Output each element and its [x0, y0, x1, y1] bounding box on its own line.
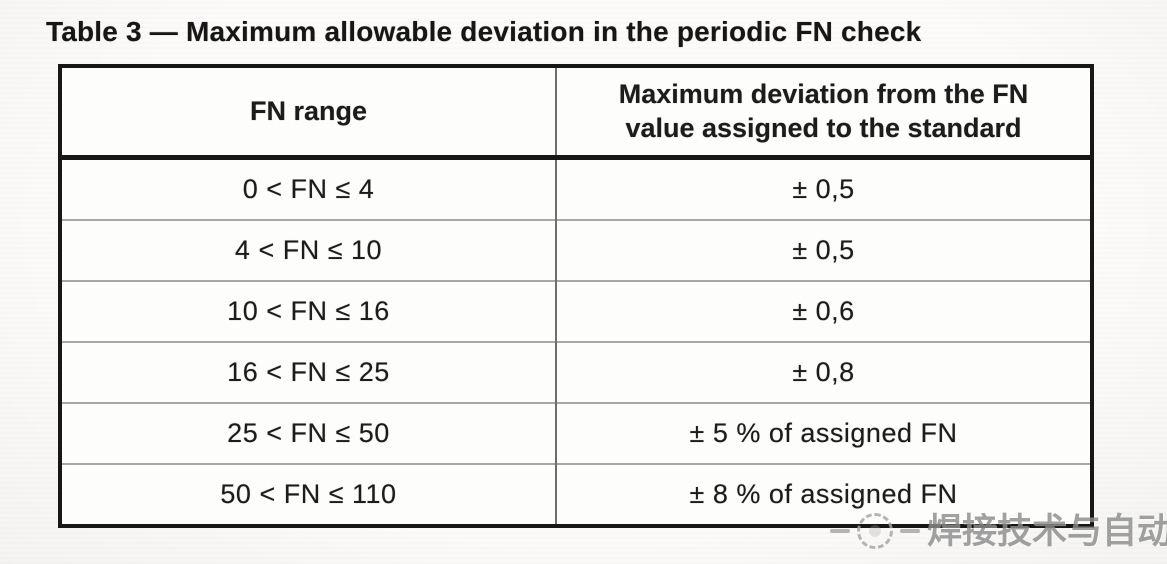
deviation-cell: ± 0,8: [555, 341, 1092, 403]
fn-range-cell: 50 < FN ≤ 110: [60, 463, 556, 526]
table-row: 4 < FN ≤ 10 ± 0,5: [60, 219, 1092, 281]
fn-range-cell: 16 < FN ≤ 25: [60, 341, 556, 403]
header-row: FN range Maximum deviation from the FN v…: [60, 66, 1092, 160]
col-header-max-deviation-label: Maximum deviation from the FN value assi…: [618, 78, 1029, 143]
fn-range-cell: 25 < FN ≤ 50: [60, 402, 556, 464]
deviation-cell: ± 0,5: [555, 219, 1092, 281]
watermark-dash-right-icon: [900, 529, 920, 533]
fn-range-cell: 0 < FN ≤ 4: [242, 174, 375, 204]
watermark-text: 焊接技术与自动化: [927, 511, 1167, 551]
fn-range-cell: 10 < FN ≤ 16: [60, 280, 556, 342]
col-header-max-deviation: Maximum deviation from the FN value assi…: [555, 66, 1092, 160]
table-row: 10 < FN ≤ 16 ± 0,6: [60, 280, 1092, 342]
table-row: 25 < FN ≤ 50 ± 5 % of assigned FN: [60, 402, 1092, 464]
fn-deviation-table: FN range Maximum deviation from the FN v…: [58, 64, 1094, 528]
table-row: 50 < FN ≤ 110 ± 8 % of assigned FN: [60, 463, 1092, 526]
table-caption: Table 3 — Maximum allowable deviation in…: [46, 16, 922, 47]
deviation-cell: ± 0,6: [555, 280, 1092, 342]
watermark: 焊接技术与自动化: [830, 504, 1167, 558]
fn-range-cell: 4 < FN ≤ 10: [60, 219, 556, 281]
dashed-circle-logo-icon: [857, 513, 893, 549]
col-header-fn-range: FN range: [60, 66, 556, 160]
table-row: 16 < FN ≤ 25 ± 0,8: [60, 341, 1092, 403]
deviation-cell: ± 8 % of assigned FN: [555, 463, 1092, 526]
deviation-cell: ± 5 % of assigned FN: [555, 402, 1092, 464]
watermark-dash-left-icon: [830, 529, 850, 533]
deviation-cell: ± 0,5: [555, 157, 1092, 220]
table-row: 0 < FN ≤ 4 ± 0,5: [60, 157, 1092, 220]
